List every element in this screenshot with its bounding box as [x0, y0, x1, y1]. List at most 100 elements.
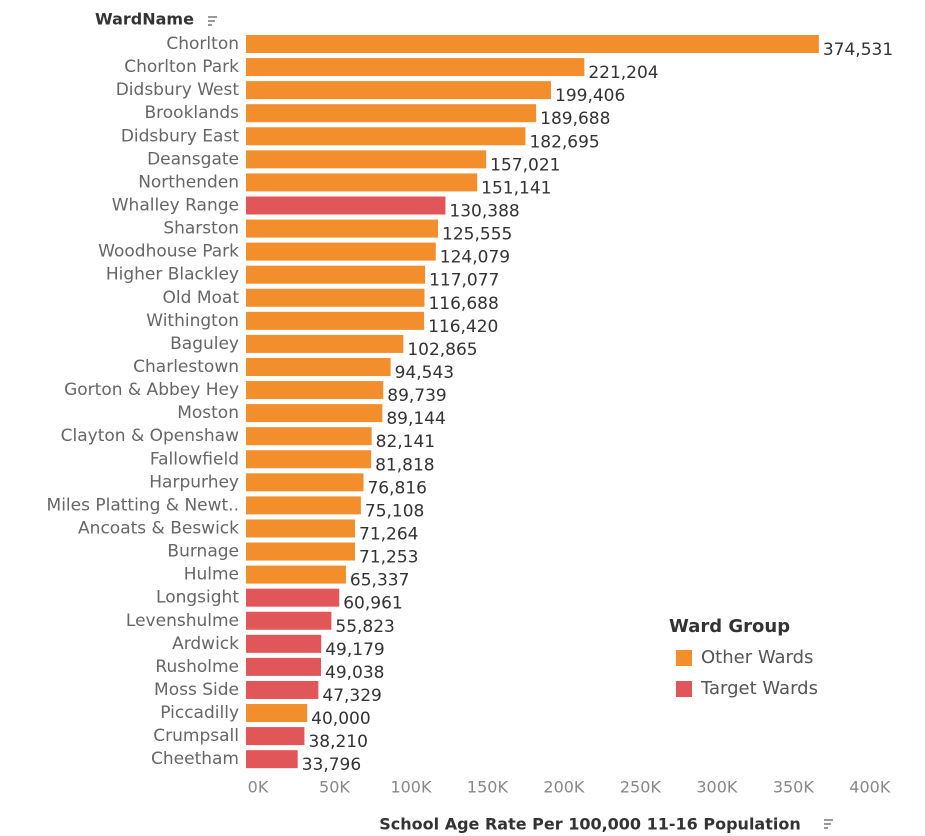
- bar: [246, 150, 487, 169]
- bar: [246, 311, 425, 330]
- sort-icon: [208, 16, 217, 26]
- legend-label: Other Wards: [701, 647, 813, 668]
- category-label: Baguley: [170, 334, 239, 354]
- bar: [246, 750, 298, 769]
- category-label: Chorlton: [166, 34, 239, 54]
- x-axis-label: School Age Rate Per 100,000 11-16 Popula…: [379, 815, 800, 834]
- bar: [246, 611, 332, 630]
- value-label: 130,388: [449, 201, 519, 221]
- value-label: 65,337: [350, 571, 409, 591]
- category-label: Hulme: [184, 565, 239, 585]
- bar: [246, 81, 552, 100]
- category-label: Moss Side: [154, 680, 239, 700]
- value-label: 75,108: [365, 501, 424, 521]
- category-label: Crumpsall: [153, 726, 239, 746]
- value-label: 49,179: [325, 640, 384, 660]
- bar: [246, 127, 526, 146]
- category-label: Longsight: [156, 588, 239, 608]
- category-label: Moston: [177, 403, 239, 423]
- legend-title: Ward Group: [669, 616, 790, 637]
- category-label: Withington: [146, 311, 239, 331]
- bar: [246, 657, 322, 676]
- category-label: Didsbury West: [116, 80, 240, 100]
- value-label: 151,141: [481, 178, 551, 198]
- bar: [246, 634, 322, 653]
- bar: [246, 288, 425, 307]
- bar: [246, 450, 372, 469]
- bar: [246, 104, 537, 123]
- category-label: Whalley Range: [112, 195, 239, 215]
- bar: [246, 196, 446, 215]
- category-label: Deansgate: [147, 149, 239, 169]
- value-label: 55,823: [335, 617, 394, 637]
- value-label: 33,796: [302, 755, 361, 775]
- bar: [246, 680, 319, 699]
- category-label: Higher Blackley: [106, 265, 239, 285]
- value-label: 221,204: [588, 63, 658, 83]
- value-label: 40,000: [311, 709, 370, 729]
- category-label: Burnage: [167, 542, 239, 562]
- category-header: WardName: [95, 10, 194, 29]
- category-label: Harpurhey: [149, 472, 239, 492]
- bar: [246, 496, 361, 515]
- category-label: Clayton & Openshaw: [61, 426, 239, 446]
- category-label: Miles Platting & Newt..: [47, 495, 239, 515]
- category-label: Rusholme: [155, 657, 239, 677]
- category-label: Charlestown: [133, 357, 239, 377]
- bar: [246, 427, 372, 446]
- value-label: 116,420: [428, 317, 498, 337]
- bar: [246, 173, 478, 192]
- category-label: Ancoats & Beswick: [78, 518, 239, 538]
- category-label: Didsbury East: [121, 126, 239, 146]
- bar: [246, 704, 308, 723]
- x-tick-label: 250K: [620, 778, 662, 797]
- bar: [246, 219, 439, 238]
- value-label: 199,406: [555, 86, 625, 106]
- bar: [246, 265, 426, 284]
- category-label: Old Moat: [163, 288, 240, 308]
- category-label: Gorton & Abbey Hey: [64, 380, 239, 400]
- value-label: 124,079: [440, 248, 510, 268]
- value-label: 71,264: [359, 524, 418, 544]
- bar: [246, 357, 391, 376]
- x-tick-label: 100K: [390, 778, 432, 797]
- legend-swatch: [676, 650, 692, 666]
- x-tick-label: 150K: [467, 778, 509, 797]
- value-label: 60,961: [343, 594, 402, 614]
- legend-label: Target Wards: [700, 678, 818, 699]
- category-label: Fallowfield: [150, 449, 239, 469]
- bar: [246, 381, 384, 400]
- value-label: 182,695: [529, 132, 599, 152]
- value-label: 76,816: [367, 478, 426, 498]
- category-label: Chorlton Park: [124, 57, 239, 77]
- value-label: 81,818: [375, 455, 434, 475]
- x-tick-label: 350K: [773, 778, 815, 797]
- x-tick-label: 200K: [543, 778, 585, 797]
- legend-swatch: [676, 681, 692, 697]
- value-label: 102,865: [407, 340, 477, 360]
- category-label: Piccadilly: [160, 703, 239, 723]
- value-label: 116,688: [428, 294, 498, 314]
- bar: [246, 565, 346, 584]
- value-label: 157,021: [490, 155, 560, 175]
- value-label: 125,555: [442, 225, 512, 245]
- bar: [246, 542, 355, 561]
- bar: [246, 334, 404, 353]
- value-label: 82,141: [376, 432, 435, 452]
- bar: [246, 519, 356, 538]
- x-tick-label: 50K: [319, 778, 350, 797]
- bar: [246, 404, 383, 423]
- value-label: 89,739: [387, 386, 446, 406]
- value-label: 189,688: [540, 109, 610, 129]
- bar: [246, 35, 819, 53]
- x-tick-label: 400K: [849, 778, 891, 797]
- value-label: 71,253: [359, 548, 418, 568]
- category-label: Northenden: [138, 172, 239, 192]
- bar: [246, 588, 340, 607]
- bar: [246, 242, 436, 261]
- bar: [246, 58, 585, 77]
- sort-icon: [824, 819, 833, 829]
- category-label: Levenshulme: [126, 611, 239, 631]
- category-label: Brooklands: [145, 103, 240, 123]
- x-tick-label: 300K: [696, 778, 738, 797]
